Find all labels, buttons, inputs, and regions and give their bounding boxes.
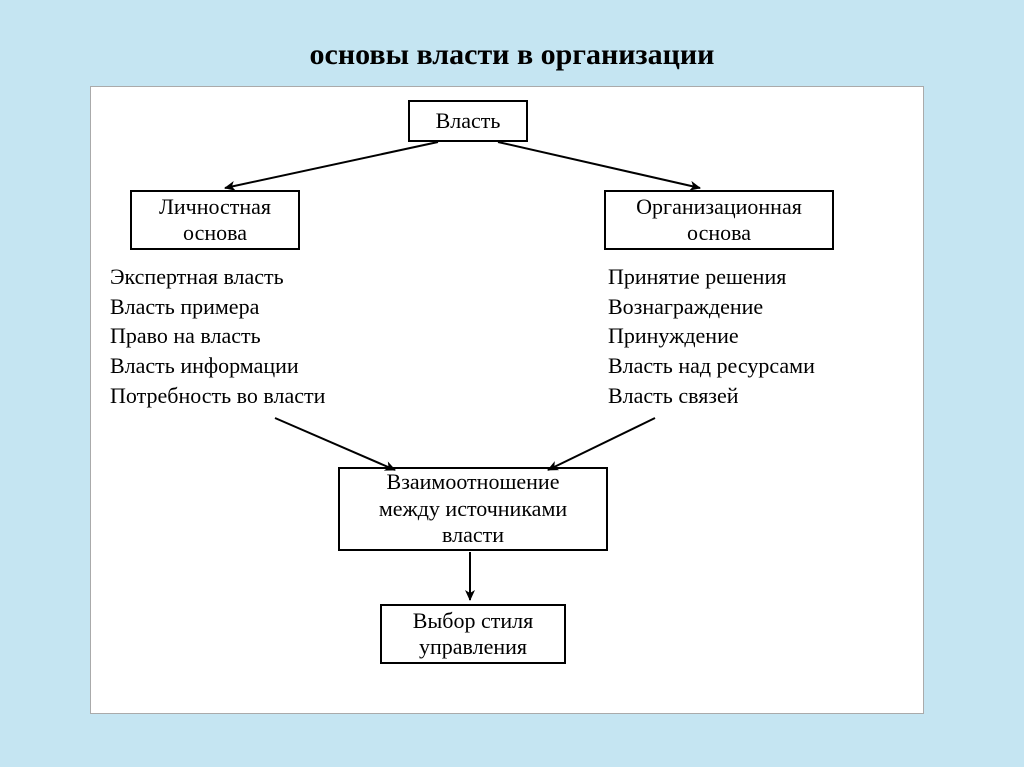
node-right: Организационнаяоснова bbox=[604, 190, 834, 250]
textblock-rightlist: Принятие решения Вознаграждение Принужде… bbox=[608, 262, 815, 410]
textblock-leftlist: Экспертная власть Власть примера Право н… bbox=[110, 262, 325, 410]
page-title: основы власти в организации bbox=[0, 38, 1024, 72]
node-bottom: Выбор стиляуправления bbox=[380, 604, 566, 664]
node-mid: Взаимоотношениемежду источникамивласти bbox=[338, 467, 608, 551]
node-left: Личностнаяоснова bbox=[130, 190, 300, 250]
node-root: Власть bbox=[408, 100, 528, 142]
